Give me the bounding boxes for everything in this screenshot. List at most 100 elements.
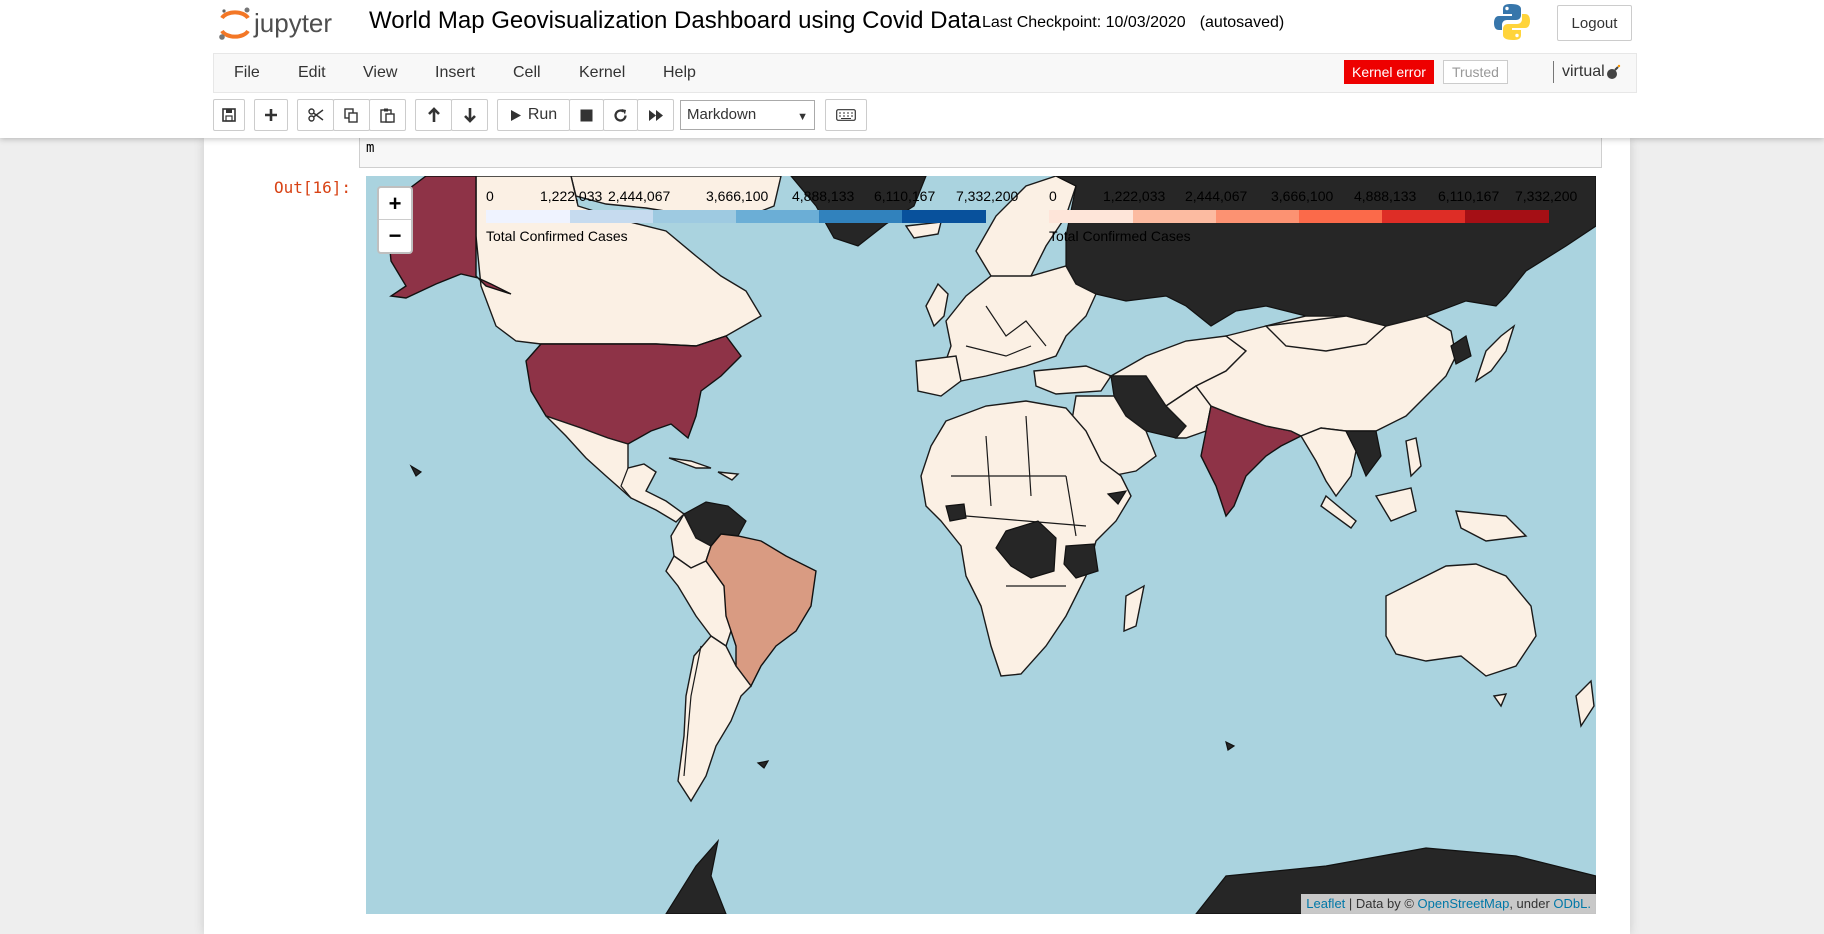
menu-view[interactable]: View — [363, 64, 398, 81]
paste-icon — [380, 108, 395, 123]
jupyter-logo-text: jupyter — [253, 8, 332, 38]
country-new-zealand — [1575, 679, 1595, 728]
command-palette-button[interactable] — [825, 99, 867, 131]
move-down-button[interactable] — [451, 99, 488, 131]
restart-run-all-button[interactable] — [637, 99, 674, 131]
restart-icon — [614, 108, 627, 122]
kernel-busy-bomb-icon — [1605, 64, 1621, 80]
country-philippines — [1405, 437, 1422, 478]
notebook-title[interactable]: World Map Geovisualization Dashboard usi… — [369, 7, 981, 34]
country-hispaniola — [717, 471, 740, 481]
chevron-down-icon: ▼ — [797, 111, 808, 123]
leaflet-link[interactable]: Leaflet — [1306, 896, 1346, 911]
save-button[interactable] — [213, 99, 245, 131]
code-line: m — [366, 140, 375, 156]
menu-file[interactable]: File — [234, 64, 260, 81]
country-tanzania — [1063, 543, 1099, 579]
zoom-out-button[interactable]: − — [388, 222, 402, 248]
country-indonesia-borneo — [1374, 487, 1417, 522]
run-button[interactable]: Run — [497, 99, 570, 131]
choropleth-layer[interactable] — [366, 176, 1596, 914]
output-prompt: Out[16]: — [274, 178, 352, 197]
menu-insert[interactable]: Insert — [435, 64, 476, 81]
insert-cell-button[interactable] — [254, 99, 288, 131]
legend-ticks: 0 1,222,033 2,444,067 3,666,100 4,888,13… — [486, 188, 1018, 206]
checkpoint-label: Last Checkpoint: 10/03/2020 — [982, 14, 1186, 31]
country-brazil — [705, 533, 817, 688]
country-alaska — [385, 176, 512, 299]
country-north-korea — [1450, 335, 1472, 365]
legend-color-bar — [1049, 210, 1549, 223]
legend-tick: 4,888,133 — [1354, 188, 1417, 204]
legend-swatch — [819, 210, 902, 223]
arrow-down-icon — [463, 108, 476, 123]
country-laos-vietnam — [1345, 430, 1382, 478]
cut-button[interactable] — [297, 99, 334, 131]
legend-caption: Total Confirmed Cases — [486, 228, 628, 244]
cell-type-value: Markdown — [687, 106, 757, 123]
legend-tick: 7,332,200 — [1515, 188, 1578, 204]
copy-button[interactable] — [333, 99, 370, 131]
legend-swatch — [1299, 210, 1382, 223]
legend-tick: 1,222,033 — [1103, 188, 1166, 204]
attribution-under: , under — [1509, 896, 1550, 911]
kernel-separator — [1553, 61, 1554, 83]
python-logo-icon — [1494, 3, 1530, 41]
legend-swatch — [1049, 210, 1133, 223]
country-drc — [995, 520, 1057, 579]
restart-kernel-button[interactable] — [603, 99, 638, 131]
jupyter-logo[interactable]: jupyter — [216, 4, 350, 44]
attribution-data-by: | Data by © — [1348, 896, 1414, 911]
menu-edit[interactable]: Edit — [298, 64, 326, 81]
country-mexico — [545, 415, 686, 523]
menu-help[interactable]: Help — [663, 64, 696, 81]
zoom-in-button[interactable]: + — [379, 188, 411, 220]
country-turkey — [1033, 365, 1113, 395]
country-argentina-chile — [677, 635, 752, 803]
menu-kernel[interactable]: Kernel — [579, 64, 626, 81]
plus-icon — [265, 109, 277, 121]
kernel-name: virtual — [1562, 63, 1605, 80]
legend-tick: 3,666,100 — [1271, 188, 1334, 204]
arrow-up-icon — [427, 107, 440, 122]
odbl-link[interactable]: ODbL. — [1553, 896, 1591, 911]
country-somalia — [1106, 490, 1128, 505]
country-myanmar-thailand — [1299, 427, 1357, 498]
logout-button[interactable]: Logout — [1557, 5, 1632, 41]
kernel-error-badge[interactable]: Kernel error — [1344, 60, 1434, 84]
notebook-header: jupyter World Map Geovisualization Dashb… — [0, 0, 1824, 138]
legend-swatch — [1465, 210, 1549, 223]
legend-tick: 0 — [486, 188, 494, 204]
legend-blue: 0 1,222,033 2,444,067 3,666,100 4,888,13… — [486, 188, 1018, 244]
leaflet-map[interactable]: + − 0 1,222,033 2,444,067 3,666,100 4,88… — [366, 176, 1596, 914]
stop-icon — [580, 109, 593, 121]
save-icon — [222, 108, 236, 122]
legend-swatch — [653, 210, 736, 223]
cell-type-select[interactable]: Markdown ▼ — [680, 100, 815, 130]
legend-swatch — [1216, 210, 1299, 223]
play-icon — [510, 109, 521, 121]
trusted-indicator[interactable]: Trusted — [1443, 60, 1508, 84]
keyboard-icon — [836, 109, 856, 121]
menu-cell[interactable]: Cell — [513, 64, 541, 81]
country-iberia — [915, 355, 962, 397]
legend-color-bar — [486, 210, 986, 223]
scissors-icon — [307, 108, 323, 122]
interrupt-kernel-button[interactable] — [569, 99, 604, 131]
paste-button[interactable] — [369, 99, 406, 131]
openstreetmap-link[interactable]: OpenStreetMap — [1417, 896, 1510, 911]
copy-icon — [344, 107, 358, 123]
legend-swatch — [570, 210, 653, 223]
country-antarctica — [665, 838, 727, 914]
legend-swatch — [1133, 210, 1216, 223]
legend-tick: 0 — [1049, 188, 1057, 204]
checkpoint-status: Last Checkpoint: 10/03/2020 (autosaved) — [982, 14, 1284, 32]
legend-swatch — [902, 210, 986, 223]
run-label: Run — [527, 106, 558, 123]
legend-tick: 2,444,067 — [1185, 188, 1248, 204]
autosave-status: (autosaved) — [1199, 14, 1285, 31]
move-up-button[interactable] — [415, 99, 452, 131]
legend-tick: 6,110,167 — [1438, 188, 1500, 204]
country-uk — [925, 282, 949, 328]
country-hawaii — [409, 464, 423, 477]
